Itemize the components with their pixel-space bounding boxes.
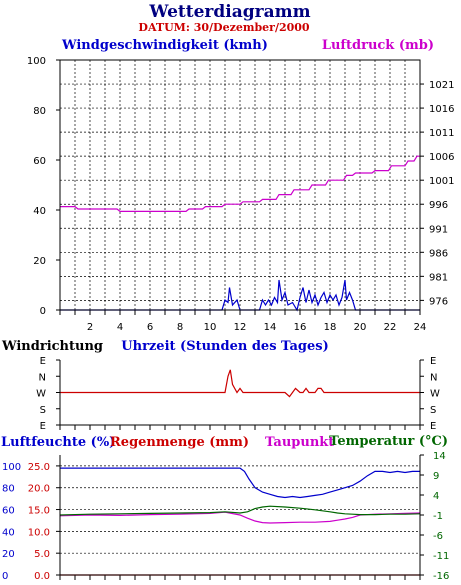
direction-tick-label: E (40, 421, 46, 432)
rain-tick-label: 15.0 (28, 506, 50, 517)
pressure-tick-label: 976 (429, 296, 448, 307)
hour-tick-label: 10 (204, 322, 217, 333)
humidity-tick-label: 80 (2, 484, 15, 495)
pressure-tick-label: 996 (429, 200, 448, 211)
hour-tick-label: 12 (234, 322, 247, 333)
direction-tick-label: N (39, 372, 46, 383)
direction-tick-label: S (40, 405, 46, 416)
pressure-tick-label: 1001 (429, 176, 454, 187)
direction-tick-label: N (430, 372, 437, 383)
dewpoint-label: Taupunkt (265, 435, 334, 450)
rain-tick-label: 20.0 (28, 484, 50, 495)
pressure-tick-label: 1006 (429, 152, 454, 163)
humidity-tick-label: 60 (2, 506, 15, 517)
rain-tick-label: 0.0 (34, 571, 50, 582)
hour-tick-label: 4 (117, 322, 123, 333)
pressure-tick-label: 991 (429, 224, 448, 235)
humidity-line (60, 467, 420, 499)
pressure-axis-label: Luftdruck (mb) (322, 38, 434, 53)
rain-label: Regenmenge (mm) (110, 435, 249, 450)
hour-tick-label: 14 (264, 322, 277, 333)
direction-tick-label: E (430, 421, 436, 432)
wind-direction-label: Windrichtung (1, 339, 103, 354)
humidity-label: Luftfeuchte (%) (1, 435, 115, 450)
wind-speed-tick-label: 0 (40, 306, 46, 317)
pressure-tick-label: 1011 (429, 128, 454, 139)
pressure-tick-label: 986 (429, 248, 448, 259)
temperature-tick-label: -11 (433, 551, 449, 562)
wind-speed-tick-label: 20 (33, 256, 46, 267)
wind-speed-tick-label: 40 (33, 206, 46, 217)
direction-tick-label: W (430, 389, 440, 400)
temperature-tick-label: 9 (433, 471, 439, 482)
hour-tick-label: 20 (354, 322, 367, 333)
hour-tick-label: 18 (324, 322, 337, 333)
humidity-tick-label: 40 (2, 527, 15, 538)
temperature-line (59, 505, 421, 516)
humidity-tick-label: 100 (2, 462, 21, 473)
date-label: DATUM: 30/Dezember/2000 (138, 21, 310, 34)
pressure-tick-label: 1016 (429, 104, 454, 115)
humidity-tick-label: 0 (2, 571, 8, 582)
hour-tick-label: 24 (414, 322, 427, 333)
hour-tick-label: 6 (147, 322, 153, 333)
temperature-tick-label: -6 (433, 531, 443, 542)
wind-speed-axis-label: Windgeschwindigkeit (kmh) (61, 38, 268, 53)
time-axis-label: Uhrzeit (Stunden des Tages) (121, 339, 328, 354)
direction-tick-label: E (430, 356, 436, 367)
direction-tick-label: W (36, 389, 46, 400)
wind-speed-tick-label: 60 (33, 156, 46, 167)
hour-tick-label: 8 (177, 322, 183, 333)
hour-tick-label: 2 (87, 322, 93, 333)
wind-speed-tick-label: 100 (27, 56, 46, 67)
temperature-label: Temperatur (°C) (329, 434, 448, 449)
hour-tick-label: 22 (384, 322, 397, 333)
pressure-tick-label: 1021 (429, 80, 454, 91)
rain-tick-label: 10.0 (28, 527, 50, 538)
rain-tick-label: 25.0 (28, 462, 50, 473)
wind-speed-tick-label: 80 (33, 106, 46, 117)
direction-tick-label: S (430, 405, 436, 416)
humidity-tick-label: 20 (2, 549, 15, 560)
temperature-tick-label: -16 (433, 571, 449, 582)
wind-direction-line (60, 369, 420, 398)
hour-tick-label: 16 (294, 322, 307, 333)
temperature-tick-label: -1 (433, 511, 443, 522)
pressure-line (60, 155, 420, 212)
temperature-tick-label: 4 (433, 491, 439, 502)
pressure-tick-label: 981 (429, 272, 448, 283)
rain-tick-label: 5.0 (34, 549, 50, 560)
direction-tick-label: E (40, 356, 46, 367)
temperature-tick-label: 14 (433, 451, 446, 462)
diagram-title: Wetterdiagramm (148, 2, 310, 22)
wind-pressure-plot-frame (59, 59, 421, 311)
